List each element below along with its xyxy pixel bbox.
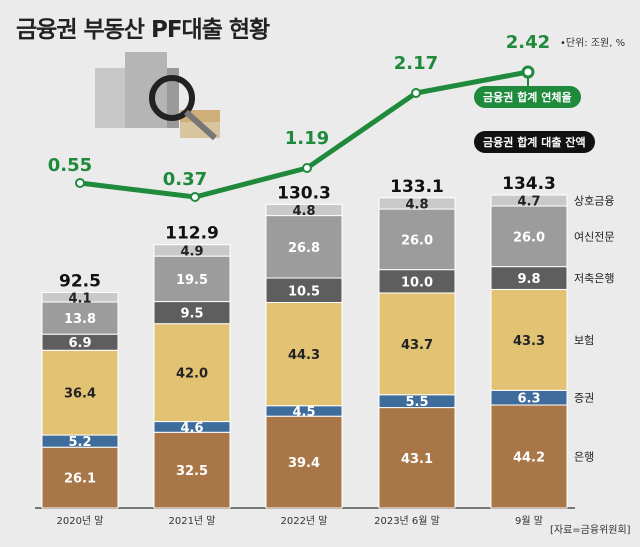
total-label: 133.1: [390, 177, 444, 197]
source-note: [자료=금융위원회]: [550, 525, 631, 536]
segment-label: 4.5: [292, 405, 315, 420]
segment-label: 43.7: [401, 338, 433, 353]
x-tick-label: 2021년 말: [168, 515, 215, 527]
total-label: 112.9: [165, 224, 219, 244]
chart-title: 금융권 부동산 PF대출 현황: [16, 17, 270, 43]
segment-label: 44.3: [288, 348, 320, 363]
segment-label: 4.7: [517, 195, 540, 210]
bar-segment-여신전문: [265, 215, 343, 279]
bar-segment-여신전문: [490, 205, 568, 268]
series-label: 여신전문: [574, 230, 614, 243]
x-tick-label: 2020년 말: [56, 515, 103, 527]
bar-segment-은행: [153, 431, 231, 509]
line-label: 2.42: [506, 32, 550, 53]
line-point: [521, 65, 535, 79]
segment-label: 26.0: [513, 230, 545, 245]
segment-label: 43.3: [513, 334, 545, 349]
segment-label: 4.8: [405, 197, 428, 212]
segment-label: 4.9: [180, 244, 203, 259]
segment-label: 9.5: [180, 307, 203, 322]
bar-segment-상호금융: [378, 197, 456, 210]
segment-label: 32.5: [176, 464, 208, 479]
series-label: 상호금융: [574, 195, 614, 208]
total-label: 130.3: [277, 183, 331, 203]
line-label: 2.17: [394, 53, 438, 74]
line-point: [75, 178, 85, 188]
bar-segment-저축은행: [265, 277, 343, 303]
line-point: [411, 88, 421, 98]
series-label: 보험: [574, 334, 594, 347]
segment-label: 6.3: [517, 392, 540, 407]
bar-segment-여신전문: [378, 208, 456, 271]
segment-label: 42.0: [176, 367, 208, 382]
segment-label: 4.8: [292, 204, 315, 219]
segment-label: 36.4: [64, 387, 96, 402]
series-label: 저축은행: [574, 272, 614, 285]
segment-label: 4.1: [68, 291, 91, 306]
segment-label: 13.8: [64, 312, 96, 327]
line-point: [190, 192, 200, 202]
bar-segment-보험: [490, 288, 568, 391]
bar-segment-상호금융: [265, 203, 343, 217]
segment-label: 5.5: [405, 395, 428, 410]
bar-segment-은행: [265, 415, 343, 509]
line-legend: 금융권 합계 연체율: [474, 86, 581, 108]
line-label: 0.37: [163, 169, 207, 190]
segment-label: 10.0: [401, 275, 433, 290]
total-label: 134.3: [502, 174, 556, 194]
x-tick-label: 2022년 말: [280, 515, 327, 527]
bar-segment-보험: [153, 323, 231, 423]
bar-segment-보험: [265, 301, 343, 407]
bar-segment-상호금융: [490, 194, 568, 207]
segment-label: 39.4: [288, 456, 320, 471]
segment-label: 44.2: [513, 451, 545, 466]
bar-segment-여신전문: [153, 255, 231, 303]
segment-label: 26.1: [64, 472, 96, 487]
segment-label: 9.8: [517, 272, 540, 287]
series-label: 증권: [574, 392, 594, 405]
bar-segment-상호금융: [153, 244, 231, 257]
segment-label: 26.0: [401, 233, 433, 248]
series-label: 은행: [574, 451, 594, 464]
segment-label: 6.9: [68, 336, 91, 351]
bar-segment-은행: [490, 404, 568, 509]
bar-segment-상호금융: [41, 291, 119, 303]
bar-segment-여신전문: [41, 301, 119, 335]
total-label: 92.5: [59, 271, 101, 291]
unit-note: •단위: 조원, %: [560, 38, 626, 49]
line-label: 1.19: [285, 128, 329, 149]
line-point: [302, 163, 312, 173]
x-tick-label: 2023년 6월 말: [374, 515, 440, 527]
bar-segment-보험: [378, 292, 456, 396]
line-label: 0.55: [48, 155, 92, 176]
totals-legend: 금융권 합계 대출 잔액: [474, 131, 595, 153]
segment-label: 19.5: [176, 273, 208, 288]
segment-label: 10.5: [288, 284, 320, 299]
bar-segment-보험: [41, 349, 119, 436]
segment-label: 26.8: [288, 241, 320, 256]
segment-label: 4.6: [180, 421, 203, 436]
segment-label: 5.2: [68, 435, 91, 450]
segment-label: 43.1: [401, 452, 433, 467]
x-tick-label: 9월 말: [515, 515, 543, 527]
